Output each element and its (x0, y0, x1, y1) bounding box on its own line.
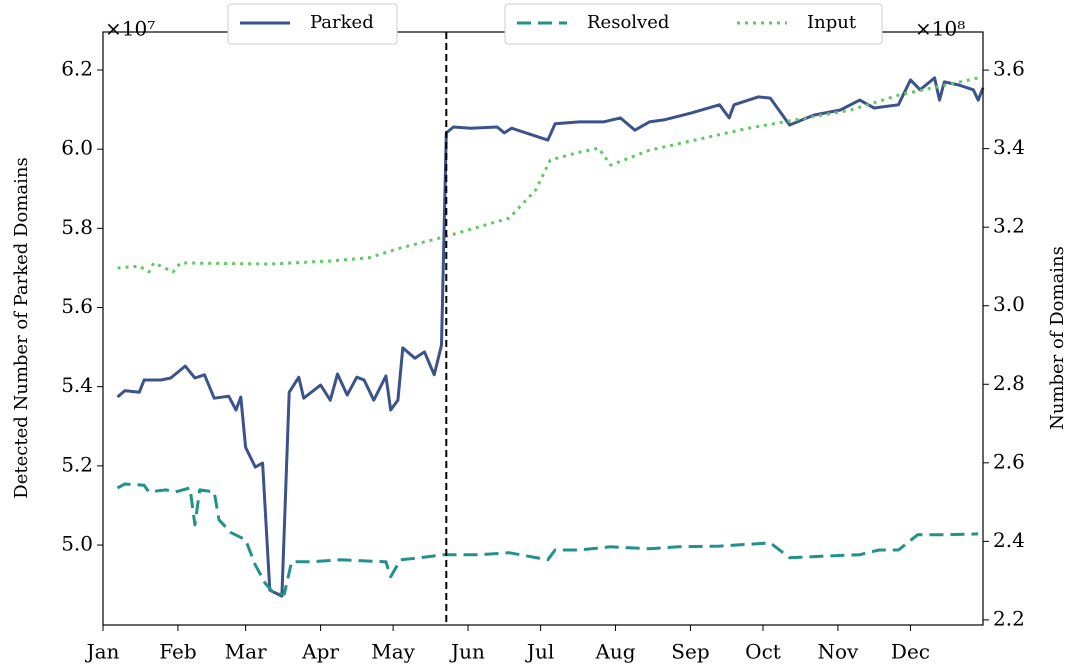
x-tick-label: Jun (449, 640, 485, 664)
y-tick-label: 6.0 (61, 136, 93, 160)
y2-tick-label: 3.0 (993, 292, 1025, 316)
legend-box (504, 3, 883, 45)
y2-tick-label: 2.2 (993, 606, 1025, 630)
x-tick-label: Aug (594, 640, 635, 664)
series-line (117, 76, 979, 274)
x-tick-label: Jan (85, 640, 120, 664)
y-axis-label: Detected Number of Parked Domains (11, 157, 32, 498)
y2-tick-label: 2.4 (993, 528, 1025, 552)
x-tick-label: Apr (301, 640, 339, 664)
y-tick-label: 5.0 (61, 532, 93, 556)
y2-tick-label: 3.6 (993, 57, 1025, 81)
y2-axis-label: Number of Domains (1047, 246, 1068, 430)
x-tick-label: May (371, 640, 415, 664)
y2-tick-label: 3.4 (993, 135, 1025, 159)
x-tick-label: Feb (159, 640, 196, 664)
x-tick-label: Nov (818, 640, 860, 664)
y-tick-label: 5.6 (61, 294, 93, 318)
series-line (116, 76, 985, 598)
y-tick-label: 5.2 (61, 452, 93, 476)
x-tick-label: Jul (525, 640, 554, 664)
y-tick-label: 5.8 (61, 215, 93, 239)
legend-label: Parked (310, 12, 374, 33)
y-tick-label: 6.2 (61, 57, 93, 81)
y2-tick-label: 3.2 (993, 214, 1025, 238)
legend-label: Resolved (587, 12, 669, 33)
x-tick-label: Oct (745, 640, 781, 664)
x-tick-label: Sep (671, 640, 709, 664)
legend-box (227, 3, 398, 45)
x-tick-label: Dec (891, 640, 930, 664)
y2-tick-label: 2.6 (993, 449, 1025, 473)
y-tick-label: 5.4 (61, 373, 93, 397)
y2-offset-label: ×10⁸ (915, 17, 965, 41)
legend-label: Input (807, 12, 857, 33)
x-tick-label: Mar (225, 640, 267, 664)
y-offset-label: ×10⁷ (105, 17, 155, 41)
series-line (116, 482, 979, 596)
y2-tick-label: 2.8 (993, 371, 1025, 395)
